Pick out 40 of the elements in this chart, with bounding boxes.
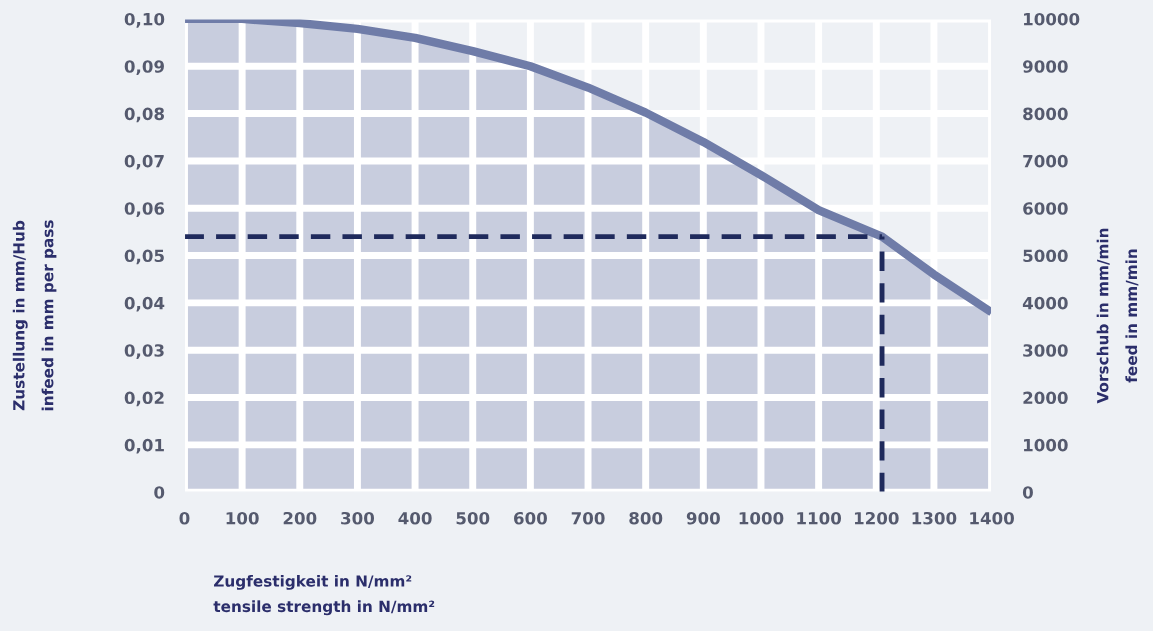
x-tick-label: 1200 [854,511,899,525]
y2-tick-label: 5000 [1023,249,1068,263]
x-tick-label: 600 [514,511,547,525]
y2-tick-label: 1000 [1024,438,1068,452]
x-tick-label: 800 [629,511,663,525]
x-tick-label: 200 [283,511,317,525]
y-tick-label: 0,08 [124,107,164,123]
x-tick-label: 1000 [739,511,784,525]
y-tick-label: 0,06 [124,202,165,217]
x-tick-label: 1400 [970,511,1014,525]
y2-tick-label: 3000 [1023,344,1068,357]
y2-tick-label: 7000 [1023,154,1068,168]
x-tick-label: 500 [456,511,490,525]
y-tick-label: 0,05 [124,249,164,265]
y2-tick-label: 4000 [1022,296,1068,310]
y-axis-title: Zustellung in mm/Hub infeed in mm per pass [12,220,57,411]
y-tick-label: 0,03 [124,344,164,359]
y-tick-label: 0 [154,486,165,499]
y-tick-label: 0,02 [124,391,164,407]
x-tick-label: 1100 [797,511,842,525]
y2-tick-label: 2000 [1023,391,1068,405]
y2-axis-title: Vorschub in mm/min feed in mm/min [1096,228,1139,404]
y-tick-label: 0,09 [124,60,164,75]
x-tick-label: 900 [686,511,720,525]
x-tick-label: 700 [571,511,605,525]
x-tick-label: 0 [179,511,190,525]
y2-tick-label: 10000 [1024,12,1080,26]
x-tick-label: 100 [226,511,259,525]
x-axis-title: Zugfestigkeit in N/mm² tensile strength in N/mm² [213,574,435,616]
y2-tick-label: 9000 [1023,60,1068,73]
x-tick-label: 1300 [912,511,957,525]
y2-tick-label: 0 [1022,486,1033,499]
y-tick-label: 0,04 [124,296,165,312]
x-tick-label: 300 [341,511,375,525]
y-tick-label: 0,01 [124,438,164,454]
y-tick-label: 0,07 [124,154,164,170]
x-tick-label: 400 [398,511,432,525]
y-tick-label: 0,10 [124,12,165,28]
y2-tick-label: 6000 [1023,202,1068,215]
y2-tick-label: 8000 [1023,107,1068,121]
